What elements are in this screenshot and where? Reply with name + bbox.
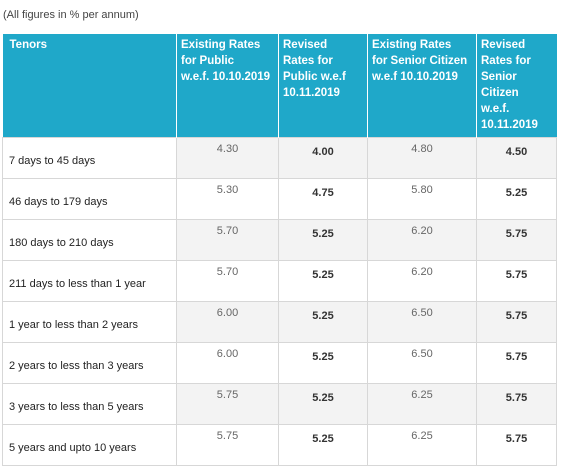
tenor-cell: 2 years to less than 3 years (2, 342, 177, 384)
header-revised-senior: Revised Rates for Senior Citizen w.e.f. … (476, 34, 557, 138)
tenor-cell: 5 years and upto 10 years (2, 424, 177, 466)
header-line: Existing Rates (372, 39, 452, 51)
table-row: 211 days to less than 1 year 5.70 5.25 6… (2, 260, 557, 302)
header-line: for Public (181, 55, 235, 67)
existing-senior-rate: 6.50 (367, 342, 477, 384)
tenor-cell: 1 year to less than 2 years (2, 301, 177, 343)
existing-senior-rate: 6.50 (367, 301, 477, 343)
existing-senior-rate: 4.80 (367, 137, 477, 179)
header-revised-public: Revised Rates for Public w.e.f 10.11.201… (278, 34, 368, 138)
existing-public-rate: 5.30 (176, 178, 279, 220)
header-existing-public: Existing Rates for Public w.e.f. 10.10.2… (176, 34, 279, 138)
header-line: Revised (283, 39, 328, 51)
table-row: 1 year to less than 2 years 6.00 5.25 6.… (2, 301, 557, 343)
table-row: 180 days to 210 days 5.70 5.25 6.20 5.75 (2, 219, 557, 261)
tenor-cell: 180 days to 210 days (2, 219, 177, 261)
revised-senior-rate: 5.75 (476, 219, 557, 261)
header-line: for Senior Citizen (372, 55, 468, 67)
revised-public-rate: 5.25 (278, 424, 368, 466)
header-tenors-line: Tenors (9, 39, 48, 51)
header-line: Revised (481, 39, 526, 51)
header-line: 10.11.2019 (481, 119, 538, 131)
header-line: Rates for (283, 55, 333, 67)
existing-senior-rate: 6.25 (367, 424, 477, 466)
existing-public-rate: 5.75 (176, 424, 279, 466)
revised-public-rate: 4.00 (278, 137, 368, 179)
existing-senior-rate: 6.20 (367, 219, 477, 261)
revised-public-rate: 5.25 (278, 342, 368, 384)
tenor-cell: 7 days to 45 days (2, 137, 177, 179)
existing-public-rate: 5.75 (176, 383, 279, 425)
header-line: 10.11.2019 (283, 87, 340, 99)
revised-senior-rate: 5.75 (476, 301, 557, 343)
revised-senior-rate: 5.75 (476, 383, 557, 425)
header-tenors: Tenors (2, 34, 177, 138)
header-existing-senior: Existing Rates for Senior Citizen w.e.f … (367, 34, 477, 138)
header-line: w.e.f. 10.10.2019 (181, 71, 271, 83)
header-line: Rates for (481, 55, 531, 67)
revised-public-rate: 5.25 (278, 301, 368, 343)
header-line: Public w.e.f (283, 71, 346, 83)
revised-public-rate: 5.25 (278, 260, 368, 302)
header-line: w.e.f. (481, 103, 510, 115)
revised-senior-rate: 5.75 (476, 342, 557, 384)
revised-senior-rate: 5.25 (476, 178, 557, 220)
tenor-cell: 3 years to less than 5 years (2, 383, 177, 425)
table-row: 5 years and upto 10 years 5.75 5.25 6.25… (2, 424, 557, 466)
revised-senior-rate: 5.75 (476, 424, 557, 466)
revised-public-rate: 5.25 (278, 383, 368, 425)
existing-public-rate: 5.70 (176, 260, 279, 302)
header-line: Existing Rates (181, 39, 261, 51)
tenor-cell: 211 days to less than 1 year (2, 260, 177, 302)
revised-public-rate: 4.75 (278, 178, 368, 220)
header-line: w.e.f 10.10.2019 (372, 71, 458, 83)
revised-senior-rate: 4.50 (476, 137, 557, 179)
existing-public-rate: 4.30 (176, 137, 279, 179)
header-line: Citizen (481, 87, 519, 99)
revised-public-rate: 5.25 (278, 219, 368, 261)
fd-rates-table: Tenors Existing Rates for Public w.e.f. … (2, 34, 557, 466)
table-row: 3 years to less than 5 years 5.75 5.25 6… (2, 383, 557, 425)
tenor-cell: 46 days to 179 days (2, 178, 177, 220)
existing-senior-rate: 6.20 (367, 260, 477, 302)
units-note: (All figures in % per annum) (3, 9, 139, 21)
existing-senior-rate: 6.25 (367, 383, 477, 425)
table-header-row: Tenors Existing Rates for Public w.e.f. … (2, 34, 557, 138)
revised-senior-rate: 5.75 (476, 260, 557, 302)
table-row: 7 days to 45 days 4.30 4.00 4.80 4.50 (2, 137, 557, 179)
table-row: 46 days to 179 days 5.30 4.75 5.80 5.25 (2, 178, 557, 220)
existing-public-rate: 5.70 (176, 219, 279, 261)
header-line: Senior (481, 71, 517, 83)
existing-public-rate: 6.00 (176, 301, 279, 343)
table-row: 2 years to less than 3 years 6.00 5.25 6… (2, 342, 557, 384)
existing-senior-rate: 5.80 (367, 178, 477, 220)
existing-public-rate: 6.00 (176, 342, 279, 384)
